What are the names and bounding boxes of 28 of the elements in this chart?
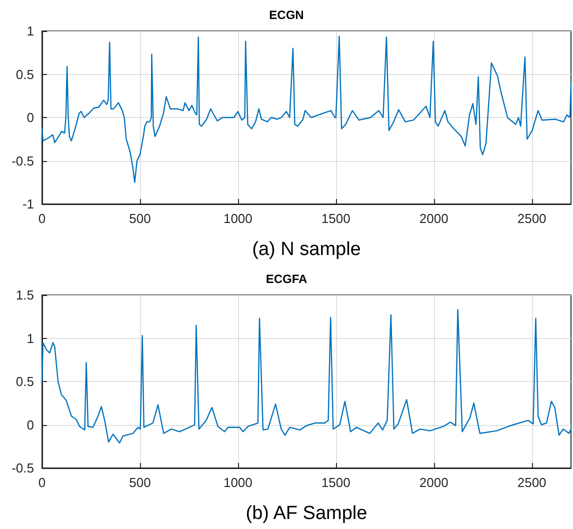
y-tick-label: -0.5 bbox=[12, 460, 34, 476]
x-tick-label: 2500 bbox=[517, 211, 546, 226]
y-tick-label: 1.5 bbox=[16, 288, 34, 302]
y-tick-label: -0.5 bbox=[12, 153, 34, 168]
y-tick-label: 0 bbox=[26, 110, 34, 125]
y-tick-label: 1 bbox=[26, 330, 34, 346]
y-tick-label: 0 bbox=[26, 417, 34, 432]
line-series bbox=[41, 36, 572, 183]
x-axis-title: (a) N sample bbox=[252, 239, 361, 260]
x-tick-label: 2000 bbox=[419, 211, 448, 226]
x-tick-label: 1000 bbox=[223, 211, 252, 226]
y-tick-label: 1 bbox=[26, 24, 34, 38]
y-tick-label: 0.5 bbox=[16, 374, 34, 389]
y-tick-label: -1 bbox=[22, 196, 34, 212]
x-tick-label: 1500 bbox=[321, 211, 350, 226]
chart-title: ECGFA bbox=[266, 272, 308, 286]
x-tick-label: 1500 bbox=[321, 475, 350, 490]
x-tick-label: 2500 bbox=[517, 475, 546, 490]
x-tick-label: 1000 bbox=[223, 475, 252, 490]
y-tick-label: 0.5 bbox=[16, 66, 34, 82]
x-tick-label: 0 bbox=[38, 475, 46, 490]
x-tick-label: 500 bbox=[129, 211, 151, 226]
x-tick-label: 2000 bbox=[419, 475, 448, 490]
chart-title: ECGN bbox=[269, 8, 304, 22]
x-tick-label: 0 bbox=[38, 211, 46, 226]
line-series bbox=[41, 309, 572, 444]
x-axis-title: (b) AF Sample bbox=[246, 503, 368, 524]
x-tick-label: 500 bbox=[129, 475, 151, 490]
